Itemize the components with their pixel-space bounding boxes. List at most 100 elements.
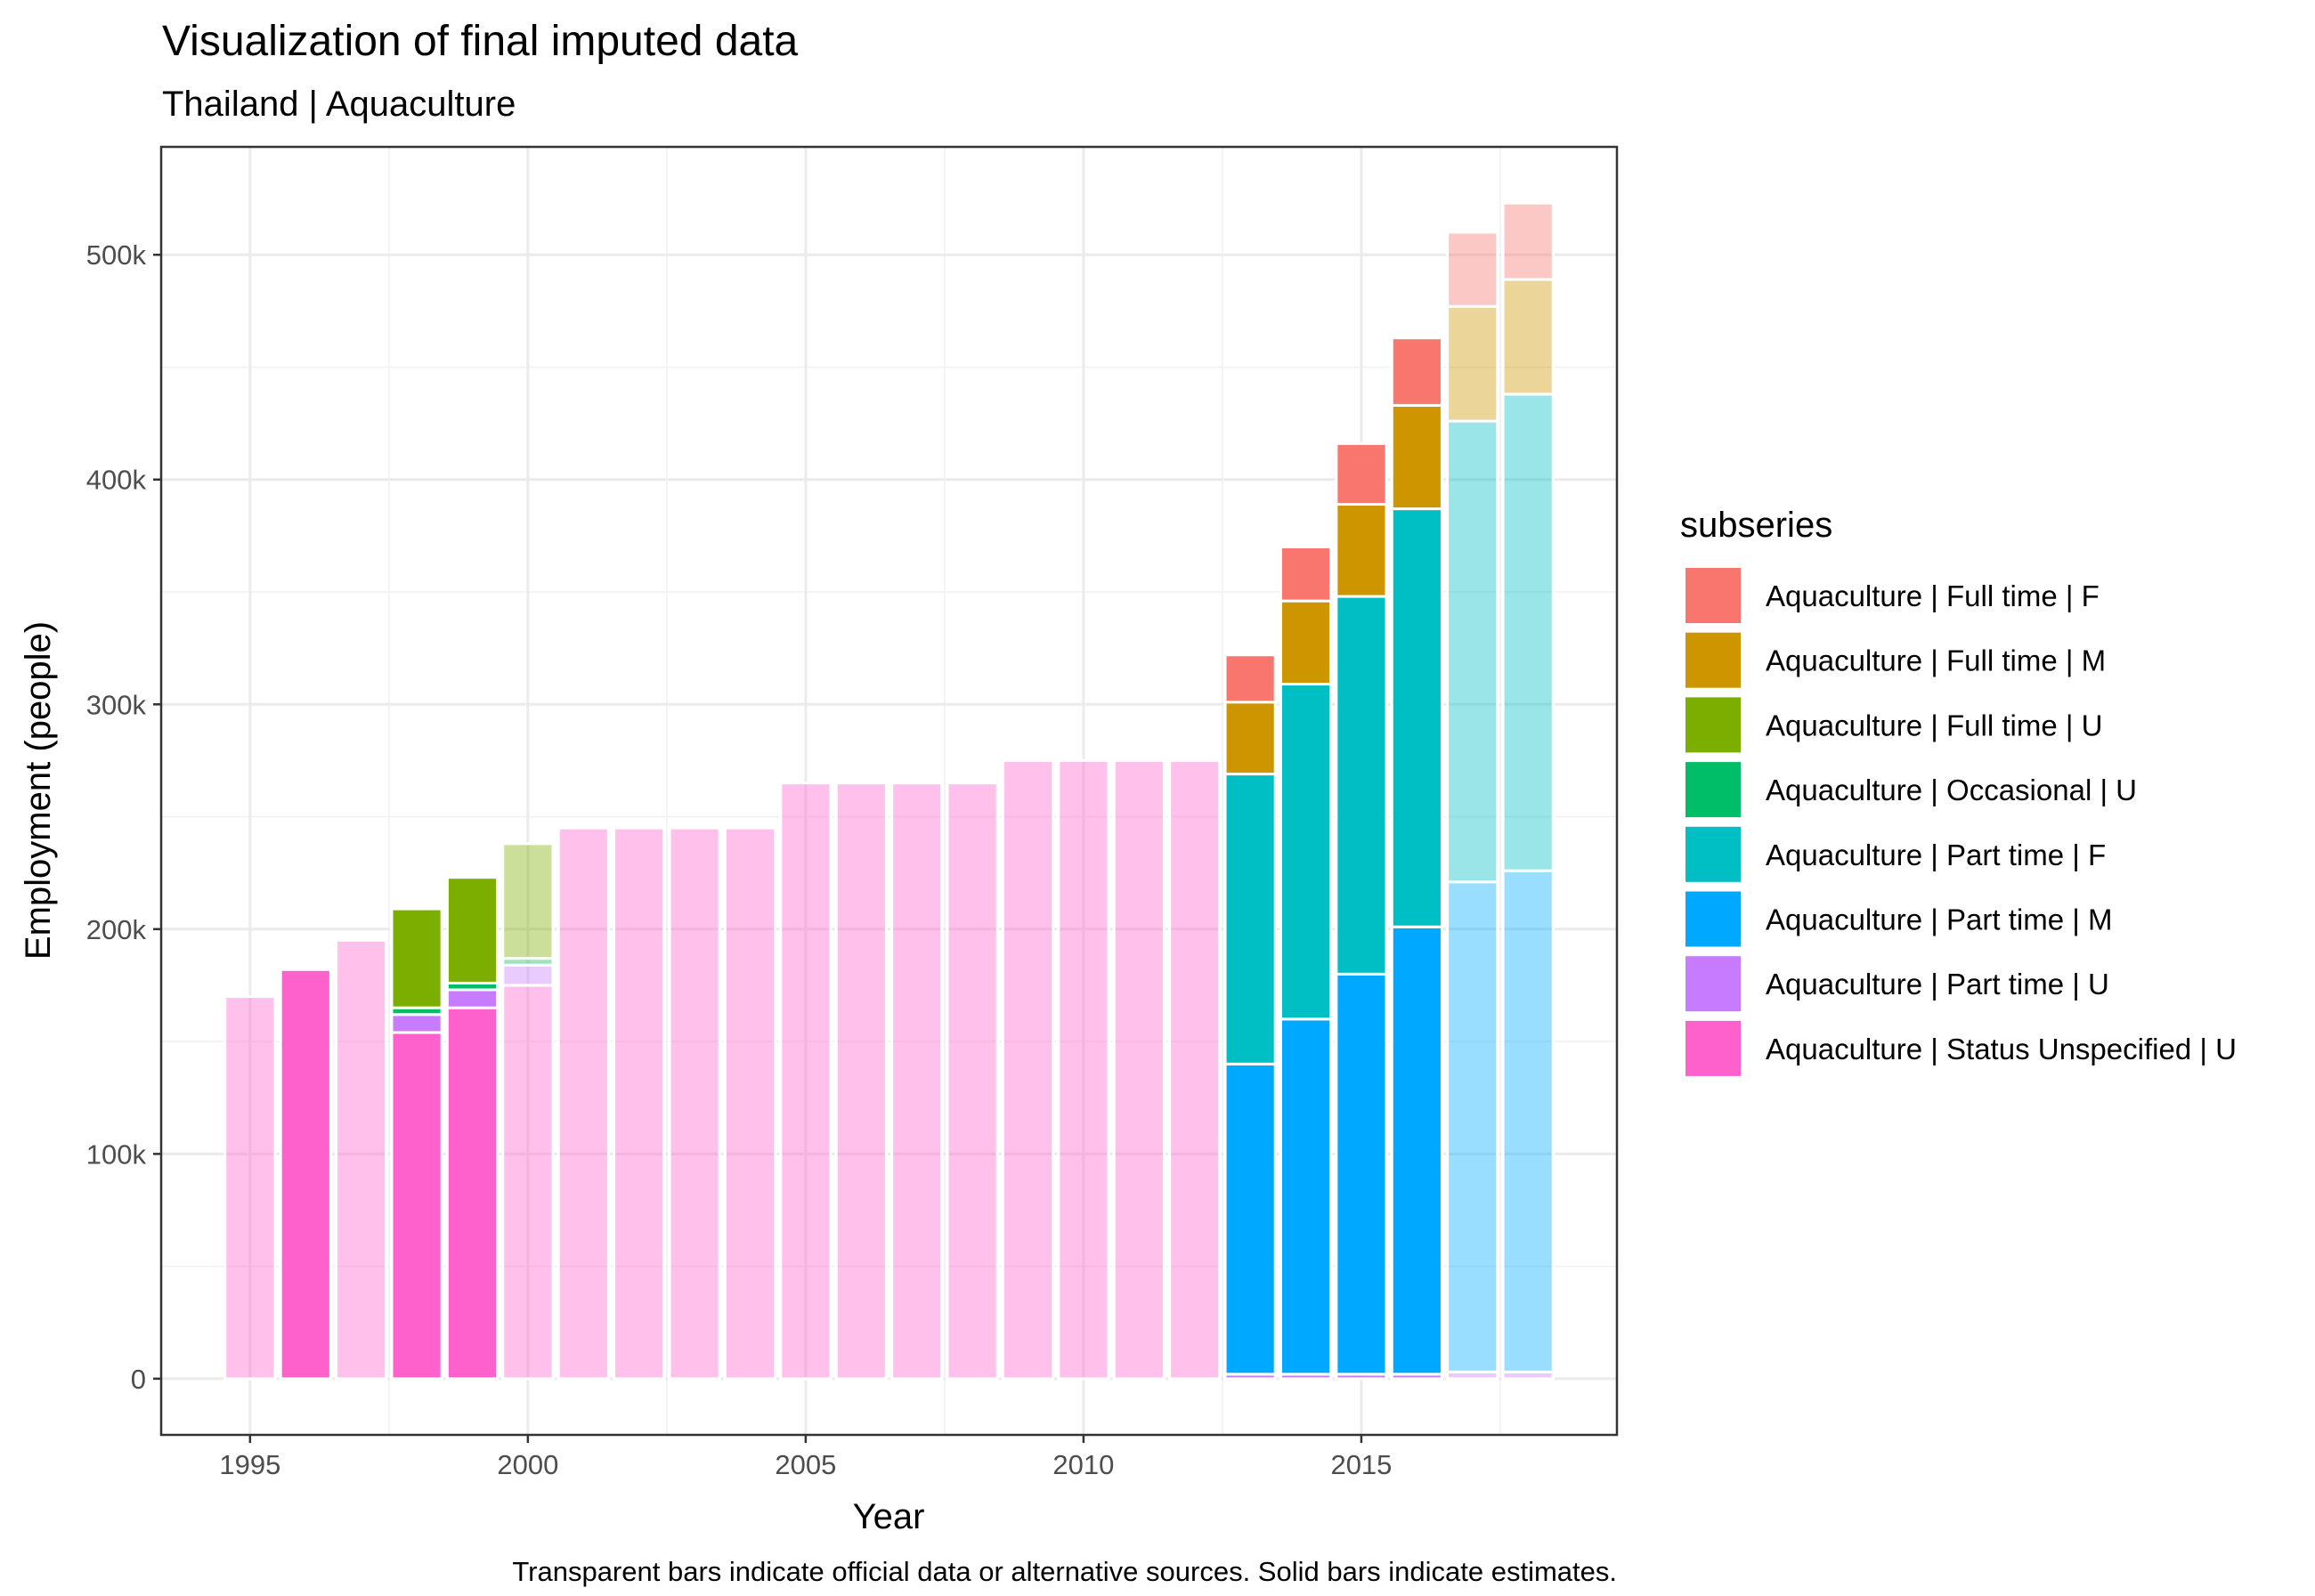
legend-item: Aquaculture | Full time | M [1685, 632, 2106, 688]
bar-segment [1335, 503, 1388, 598]
bar-segment [890, 782, 944, 1381]
x-axis-title: Year [853, 1497, 925, 1536]
bar-2010 [1057, 758, 1110, 1381]
legend: subseries Aquaculture | Full time | F Aqu… [1680, 506, 2237, 1076]
bar-2017 [1446, 231, 1499, 1381]
bar-2018 [1501, 201, 1555, 1381]
bar-2011 [1112, 758, 1166, 1381]
legend-label: Aquaculture | Full time | M [1766, 644, 2106, 677]
bar-segment [1335, 972, 1388, 1376]
bar-segment [1279, 683, 1333, 1021]
bar-segment [946, 782, 999, 1381]
chart-caption: Transparent bars indicate official data … [512, 1556, 1617, 1587]
x-tick-label: 2015 [1330, 1449, 1392, 1480]
y-tick-label: 400k [86, 465, 147, 496]
legend-key [1685, 762, 1741, 818]
y-tick-label: 200k [86, 914, 147, 945]
bar-2003 [668, 826, 721, 1381]
legend-key [1685, 697, 1741, 753]
bar-segment [1279, 1017, 1333, 1376]
bar-segment [223, 995, 277, 1381]
legend-item: Aquaculture | Part time | M [1685, 891, 2112, 947]
legend-key [1685, 956, 1741, 1012]
bar-segment [335, 938, 388, 1381]
chart-subtitle: Thailand | Aquaculture [162, 85, 516, 124]
legend-item: Aquaculture | Part time | U [1685, 956, 2109, 1012]
plot-border [159, 145, 1619, 1437]
legend-label: Aquaculture | Part time | F [1766, 839, 2106, 871]
bar-segment [1501, 278, 1555, 396]
bar-2004 [723, 826, 777, 1381]
bar-segment [445, 876, 500, 984]
bar-segment [834, 782, 888, 1381]
bar-segment [613, 826, 666, 1381]
bar-1995 [223, 995, 277, 1381]
bar-segment [1335, 595, 1388, 976]
bar-segment [668, 826, 721, 1381]
bar-segment [1057, 758, 1110, 1381]
bars [223, 201, 1555, 1381]
x-tick-label: 2000 [497, 1449, 558, 1480]
bar-segment [1223, 773, 1277, 1065]
bar-2012 [1168, 758, 1222, 1381]
bar-2006 [834, 782, 888, 1381]
bar-segment [1001, 758, 1055, 1381]
legend-label: Aquaculture | Full time | F [1766, 579, 2100, 612]
y-tick-label: 500k [86, 239, 147, 271]
bar-segment [1390, 403, 1443, 511]
x-tick-label: 2010 [1052, 1449, 1114, 1480]
bar-segment [501, 842, 555, 960]
bar-segment [1446, 304, 1499, 423]
legend-key [1685, 891, 1741, 947]
bar-segment [723, 826, 777, 1381]
legend-label: Aquaculture | Part time | U [1766, 968, 2109, 1001]
bar-2013 [1223, 653, 1277, 1381]
bar-segment [501, 963, 555, 987]
y-tick-label: 0 [131, 1364, 146, 1395]
bar-segment [279, 968, 332, 1381]
bar-2001 [556, 826, 610, 1381]
bar-1998 [390, 907, 443, 1381]
bar-segment [1223, 1062, 1277, 1376]
bar-segment [445, 1006, 500, 1381]
bar-segment [1501, 393, 1555, 872]
bar-segment [1390, 336, 1443, 407]
bar-segment [1335, 442, 1388, 506]
bar-2015 [1335, 442, 1388, 1381]
y-tick-label: 100k [86, 1138, 147, 1170]
legend-label: Aquaculture | Status Unspecified | U [1766, 1033, 2237, 1065]
legend-item: Aquaculture | Part time | F [1685, 826, 2106, 882]
bar-segment [779, 782, 833, 1381]
legend-item: Aquaculture | Occasional | U [1685, 762, 2137, 818]
x-tick-label: 2005 [775, 1449, 836, 1480]
bar-2009 [1001, 758, 1055, 1381]
legend-item: Aquaculture | Status Unspecified | U [1685, 1020, 2237, 1076]
legend-item: Aquaculture | Full time | U [1685, 697, 2102, 753]
bar-2008 [946, 782, 999, 1381]
bar-segment [1446, 880, 1499, 1373]
bar-2000 [501, 842, 555, 1381]
bar-segment [1223, 701, 1277, 776]
legend-label: Aquaculture | Occasional | U [1766, 774, 2137, 806]
bar-2002 [613, 826, 666, 1381]
bar-2014 [1279, 546, 1333, 1381]
bar-segment [1223, 653, 1277, 704]
bar-segment [1446, 231, 1499, 308]
legend-key [1685, 1020, 1741, 1076]
bar-1996 [279, 968, 332, 1381]
bar-1999 [445, 876, 500, 1381]
legend-key [1685, 632, 1741, 688]
bar-segment [445, 988, 500, 1009]
bar-segment [390, 907, 443, 1009]
bar-segment [1390, 507, 1443, 928]
y-tick-label: 300k [86, 689, 147, 720]
bar-2007 [890, 782, 944, 1381]
bar-segment [390, 1013, 443, 1034]
bar-segment [1279, 599, 1333, 686]
bar-segment [1501, 869, 1555, 1373]
bar-segment [1501, 201, 1555, 281]
legend-item: Aquaculture | Full time | F [1685, 568, 2100, 623]
x-tick-label: 1995 [219, 1449, 280, 1480]
y-axis-title: Employment (people) [19, 621, 58, 960]
